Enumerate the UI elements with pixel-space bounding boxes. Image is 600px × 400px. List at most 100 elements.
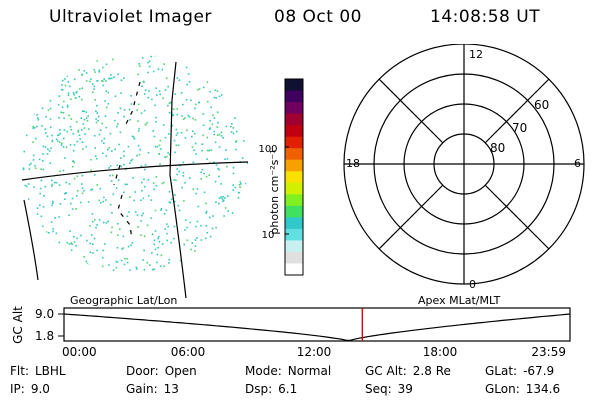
emission-pixel xyxy=(163,181,165,184)
emission-pixel xyxy=(156,253,159,256)
emission-pixel xyxy=(22,168,25,171)
emission-pixel xyxy=(55,181,58,184)
emission-pixel xyxy=(201,168,204,171)
emission-pixel xyxy=(224,197,226,199)
emission-pixel xyxy=(85,72,88,74)
emission-pixel xyxy=(108,147,110,149)
emission-pixel xyxy=(185,219,187,221)
emission-pixel xyxy=(173,139,176,142)
emission-pixel xyxy=(124,183,127,186)
emission-pixel xyxy=(71,243,73,245)
emission-pixel xyxy=(73,177,76,180)
emission-pixel xyxy=(219,80,221,82)
emission-pixel xyxy=(73,144,76,146)
emission-pixel xyxy=(215,97,218,99)
emission-pixel xyxy=(201,68,204,70)
emission-pixel xyxy=(66,104,69,107)
colorbar-cell xyxy=(285,182,303,195)
emission-pixel xyxy=(246,58,248,60)
emission-pixel xyxy=(64,78,66,80)
emission-pixel xyxy=(46,153,49,155)
emission-pixel xyxy=(190,248,192,251)
emission-pixel xyxy=(93,174,96,176)
emission-pixel xyxy=(83,118,86,121)
emission-pixel xyxy=(41,107,44,110)
emission-pixel xyxy=(22,263,24,265)
emission-pixel xyxy=(153,239,156,242)
info-label: Door: xyxy=(126,364,159,378)
emission-pixel xyxy=(191,135,193,138)
info-field: GLon: 134.6 xyxy=(485,382,560,396)
emission-pixel xyxy=(174,194,176,196)
emission-pixel xyxy=(111,77,113,80)
emission-pixel xyxy=(76,237,78,240)
emission-pixel xyxy=(93,68,96,71)
emission-pixel xyxy=(234,75,236,78)
emission-pixel xyxy=(77,129,79,132)
emission-pixel xyxy=(154,248,157,251)
emission-pixel xyxy=(107,220,109,223)
emission-pixel xyxy=(120,165,123,168)
emission-pixel xyxy=(73,63,75,65)
emission-pixel xyxy=(209,90,211,93)
emission-pixel xyxy=(139,65,141,67)
emission-pixel xyxy=(239,181,242,183)
emission-pixel xyxy=(186,226,188,229)
emission-pixel xyxy=(227,210,229,212)
emission-pixel xyxy=(143,168,146,171)
emission-pixel xyxy=(95,110,97,112)
emission-pixel xyxy=(181,57,184,60)
emission-pixel xyxy=(157,247,159,249)
emission-pixel xyxy=(237,197,240,199)
emission-pixel xyxy=(183,118,185,120)
emission-pixel xyxy=(109,77,111,80)
emission-pixel xyxy=(179,164,181,167)
emission-pixel xyxy=(202,124,205,126)
emission-pixel xyxy=(176,132,179,134)
emission-pixel xyxy=(222,199,225,202)
timeline-x-tick: 23:59 xyxy=(531,345,566,359)
emission-pixel xyxy=(32,225,34,228)
emission-pixel xyxy=(130,244,132,247)
emission-pixel xyxy=(120,259,123,262)
emission-pixel xyxy=(240,183,242,185)
emission-pixel xyxy=(22,167,25,169)
emission-pixel xyxy=(103,196,105,199)
emission-pixel xyxy=(34,95,36,97)
emission-pixel xyxy=(44,260,47,262)
colorbar-cell xyxy=(285,113,303,126)
emission-pixel xyxy=(157,237,159,240)
emission-pixel xyxy=(239,186,241,188)
emission-pixel xyxy=(81,174,84,177)
emission-pixel xyxy=(30,162,32,165)
emission-pixel xyxy=(184,137,187,139)
emission-pixel xyxy=(243,140,245,142)
emission-pixel xyxy=(165,155,168,158)
emission-pixel xyxy=(72,149,75,152)
emission-pixel xyxy=(96,112,98,114)
emission-pixel xyxy=(142,212,144,215)
emission-pixel xyxy=(126,215,129,218)
emission-pixel xyxy=(219,253,221,255)
emission-pixel xyxy=(99,187,102,190)
emission-pixel xyxy=(76,175,79,177)
emission-pixel xyxy=(205,175,208,178)
emission-pixel xyxy=(92,252,94,254)
emission-pixel xyxy=(215,164,218,166)
emission-pixel xyxy=(81,187,84,189)
emission-pixel xyxy=(178,209,181,212)
emission-pixel xyxy=(62,79,64,82)
emission-pixel xyxy=(119,228,121,230)
emission-pixel xyxy=(39,91,42,94)
emission-pixel xyxy=(151,268,154,271)
emission-pixel xyxy=(46,135,49,138)
emission-pixel xyxy=(58,117,60,119)
emission-pixel xyxy=(39,204,41,206)
emission-pixel xyxy=(160,209,162,211)
emission-pixel xyxy=(79,138,81,140)
emission-pixel xyxy=(158,55,161,57)
emission-pixel xyxy=(176,173,178,176)
emission-pixel xyxy=(229,238,231,241)
emission-pixel xyxy=(102,270,104,272)
emission-pixel xyxy=(186,83,188,86)
